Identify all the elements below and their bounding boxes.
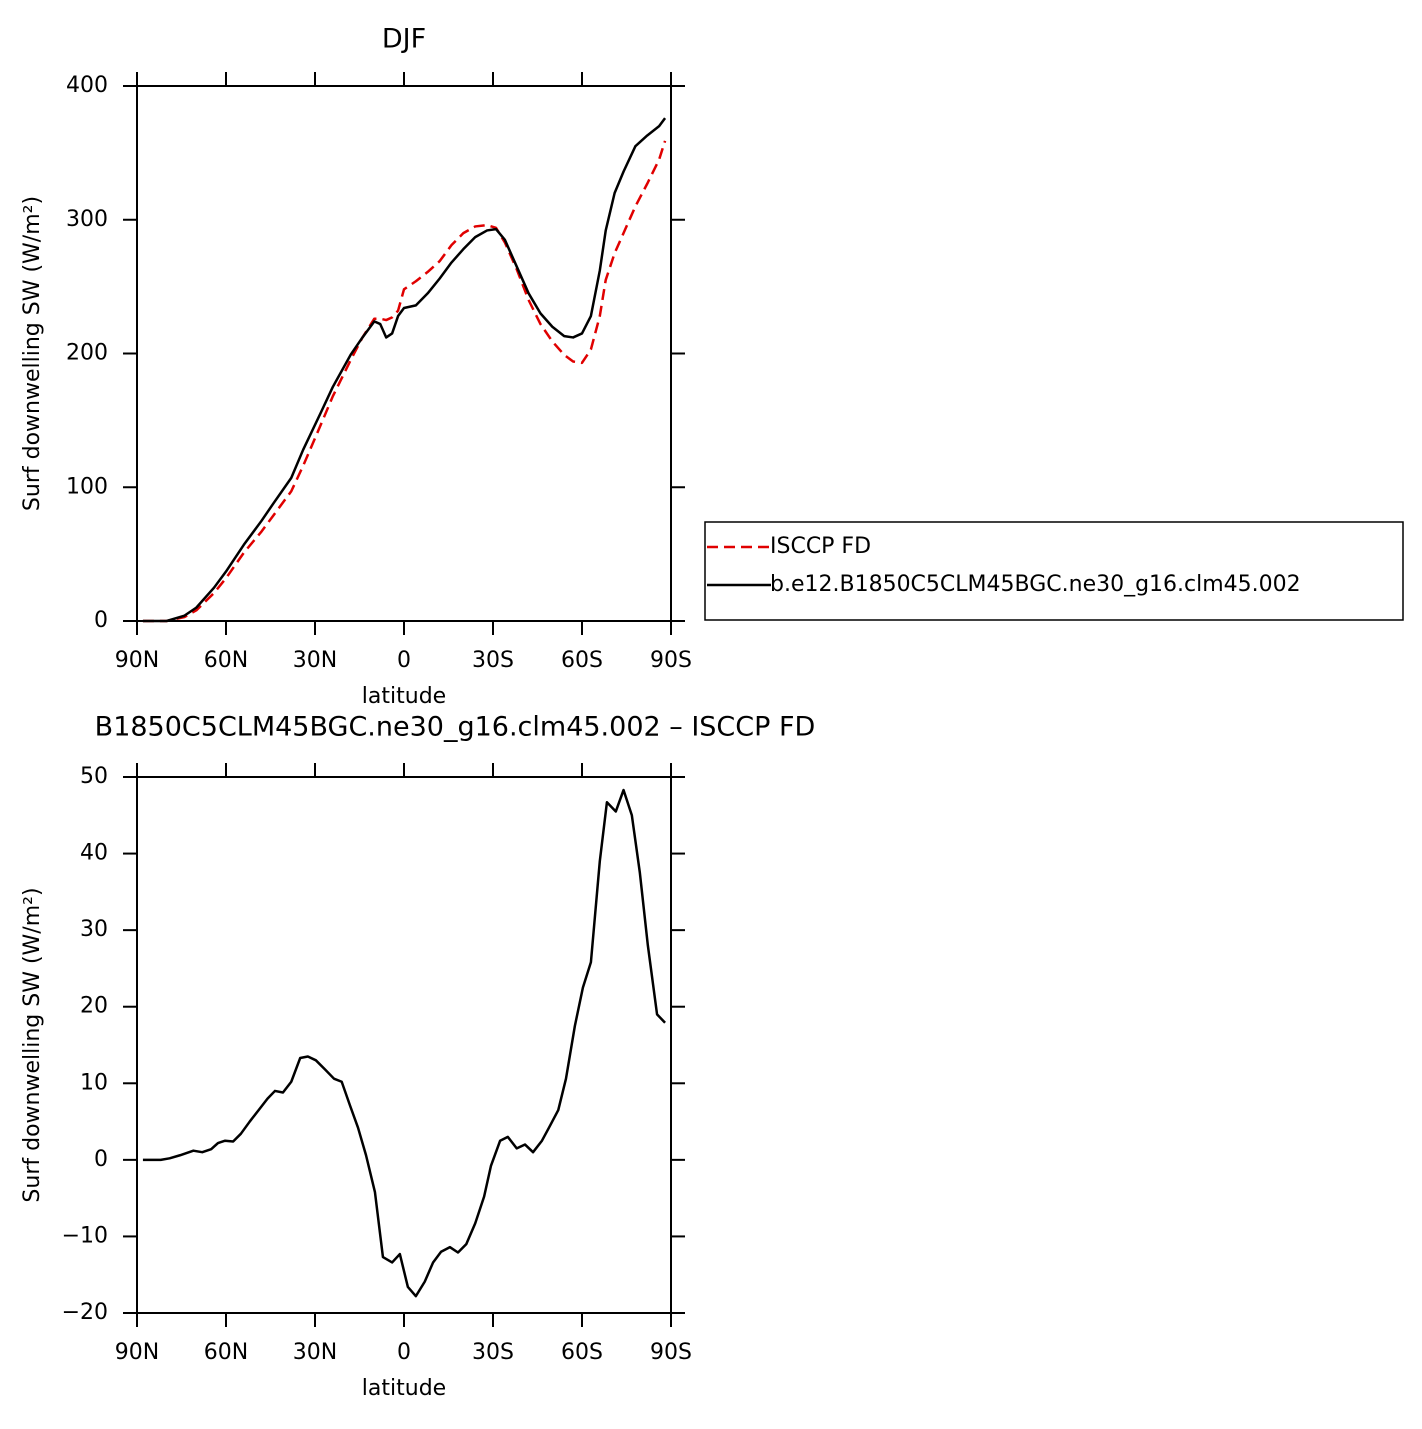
chart-title: DJF: [382, 24, 426, 55]
chart-title: B1850C5CLM45BGC.ne30_g16.clm45.002 – ISC…: [95, 712, 816, 743]
legend-box: [704, 521, 1404, 621]
y-tick-label: 200: [66, 341, 108, 366]
x-axis-label: latitude: [362, 684, 446, 709]
y-tick-label: 0: [94, 1147, 108, 1172]
y-tick-label: −20: [62, 1300, 108, 1325]
plot-frame: [136, 776, 672, 1314]
legend-label: ISCCP FD: [770, 534, 871, 559]
x-tick-label: 30N: [293, 648, 337, 673]
x-tick-label: 60S: [561, 648, 603, 673]
y-tick-label: 40: [80, 841, 108, 866]
x-tick-label: 30N: [293, 1340, 337, 1365]
y-tick-label: 20: [80, 994, 108, 1019]
x-tick-label: 90S: [650, 648, 692, 673]
y-axis-label: Surf downwelling SW (W/m²): [20, 887, 45, 1202]
x-tick-label: 90N: [115, 1340, 159, 1365]
x-tick-label: 60N: [204, 648, 248, 673]
data-line: [142, 788, 666, 1298]
x-tick-label: 90S: [650, 1340, 692, 1365]
x-tick-label: 60N: [204, 1340, 248, 1365]
y-tick-label: 0: [94, 608, 108, 633]
x-tick-label: 30S: [472, 1340, 514, 1365]
x-tick-label: 90N: [115, 648, 159, 673]
y-tick-label: 400: [66, 73, 108, 98]
x-axis-label: latitude: [362, 1376, 446, 1401]
data-line: [142, 140, 667, 623]
plot-frame: [136, 85, 672, 622]
y-tick-label: 50: [80, 764, 108, 789]
x-tick-label: 0: [397, 648, 411, 673]
x-tick-label: 60S: [561, 1340, 603, 1365]
y-tick-label: 100: [66, 474, 108, 499]
y-tick-label: 30: [80, 917, 108, 942]
y-axis-label: Surf downwelling SW (W/m²): [20, 196, 45, 511]
y-tick-label: 10: [80, 1070, 108, 1095]
x-tick-label: 30S: [472, 648, 514, 673]
legend-label: b.e12.B1850C5CLM45BGC.ne30_g16.clm45.002: [770, 572, 1301, 597]
y-tick-label: −10: [62, 1223, 108, 1248]
data-line: [142, 117, 667, 623]
y-tick-label: 300: [66, 207, 108, 232]
x-tick-label: 0: [397, 1340, 411, 1365]
